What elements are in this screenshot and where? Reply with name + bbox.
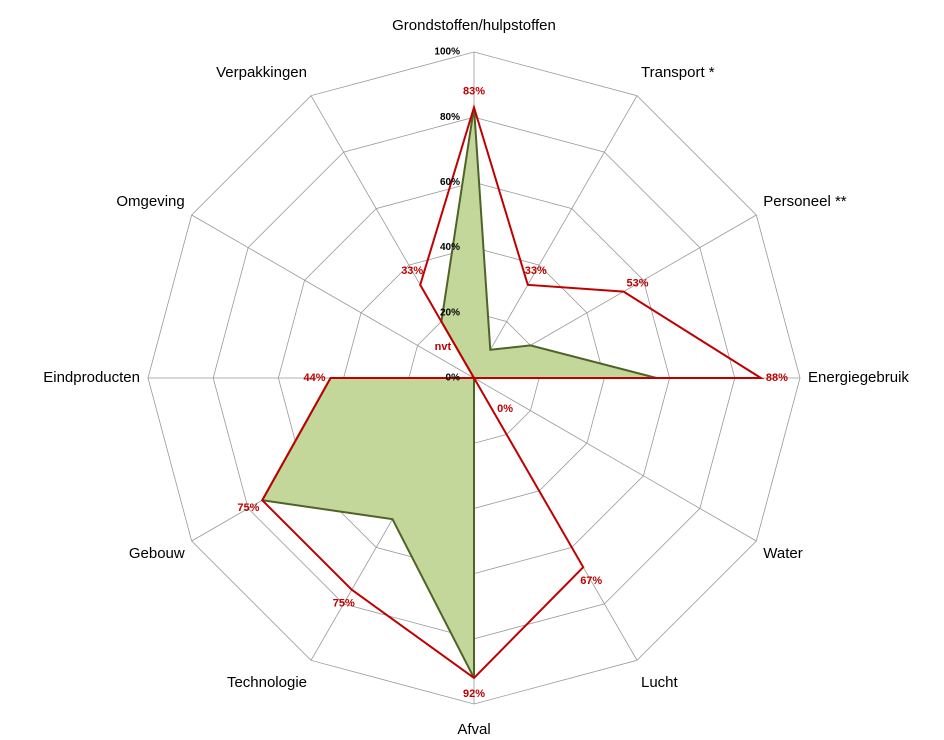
axis-label: Personeel **	[763, 193, 847, 210]
data-label: 33%	[525, 265, 547, 277]
data-label: 75%	[237, 502, 259, 514]
series-area	[261, 103, 765, 680]
spoke	[473, 95, 638, 379]
data-label: 83%	[463, 85, 485, 97]
data-label: 67%	[580, 575, 602, 587]
y-tick-label: 60%	[440, 177, 460, 188]
y-tick-label: 0%	[446, 373, 461, 384]
data-label: 0%	[497, 403, 513, 415]
axis-label: Grondstoffen/hulpstoffen	[392, 17, 556, 34]
data-label: 88%	[766, 372, 788, 384]
data-label: 33%	[401, 265, 423, 277]
axis-label: Water	[763, 545, 802, 562]
data-label: 75%	[333, 598, 355, 610]
axis-label: Verpakkingen	[216, 64, 307, 81]
spoke	[191, 214, 475, 379]
axis-label: Transport *	[641, 64, 715, 81]
data-label: 92%	[463, 688, 485, 700]
axis-label: Technologie	[227, 674, 307, 691]
axis-label: Omgeving	[116, 193, 184, 210]
axis-label: Afval	[457, 721, 490, 738]
y-tick-label: 40%	[440, 242, 460, 253]
axis-label: Energiegebruik	[808, 369, 909, 386]
y-tick-label: 80%	[440, 112, 460, 123]
axis-label: Eindproducten	[43, 369, 140, 386]
axis-label: Gebouw	[129, 545, 185, 562]
y-tick-label: 100%	[434, 47, 460, 58]
data-label: 53%	[626, 278, 648, 290]
data-label: 44%	[304, 372, 326, 384]
y-tick-label: 20%	[440, 307, 460, 318]
axis-label: Lucht	[641, 674, 679, 691]
data-label: nvt	[435, 341, 452, 353]
spoke	[473, 377, 757, 542]
